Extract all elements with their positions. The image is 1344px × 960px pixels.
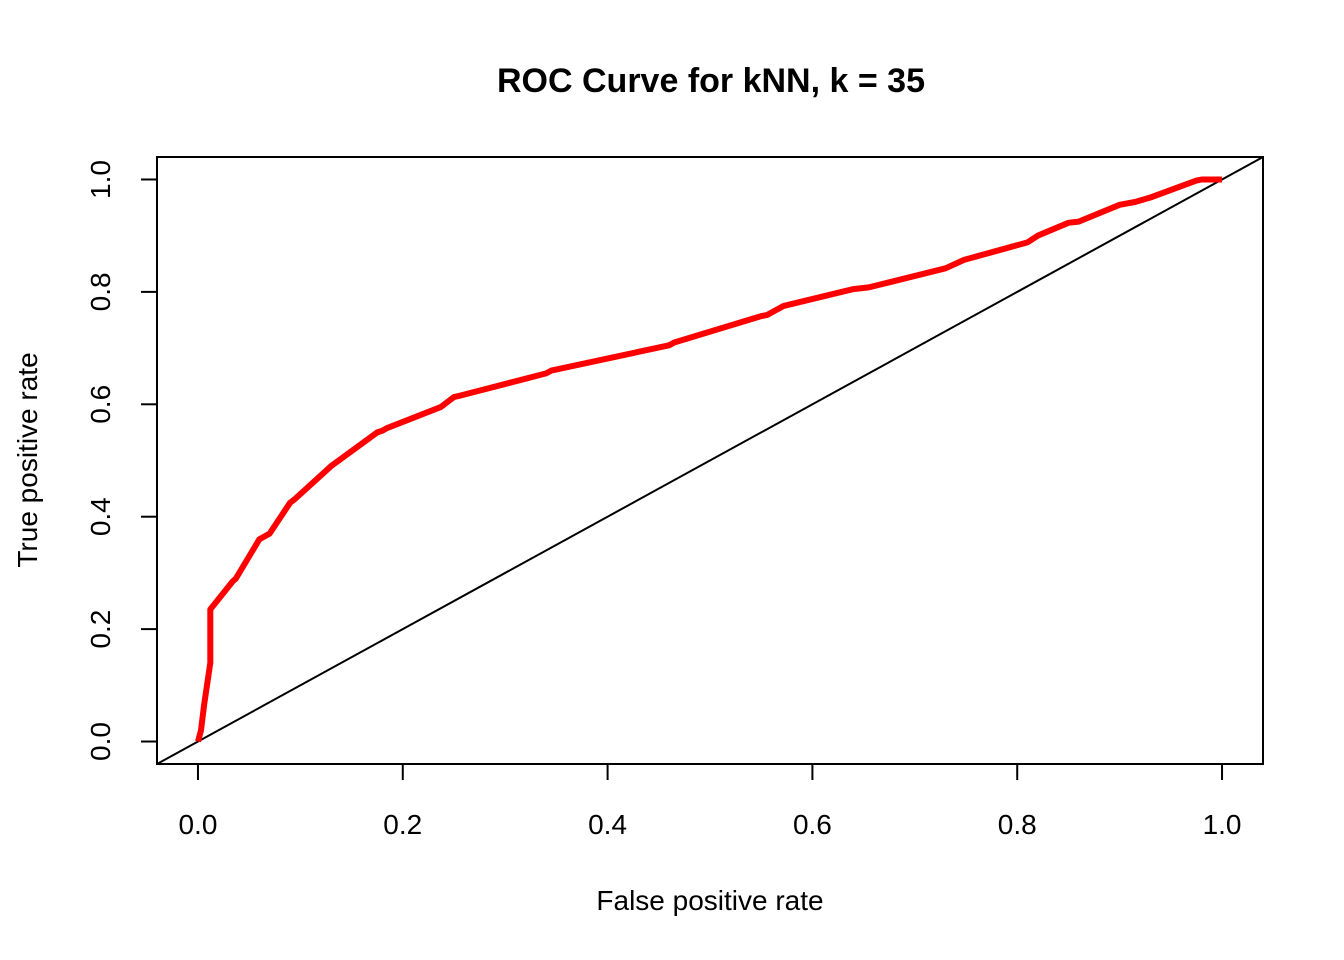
series-layer <box>195 176 1222 743</box>
x-tick-label: 0.2 <box>383 809 422 840</box>
roc-curve-line <box>195 176 1222 743</box>
x-tick-label: 0.8 <box>998 809 1037 840</box>
y-tick-label: 0.0 <box>85 722 116 761</box>
y-tick-label: 1.0 <box>85 160 116 199</box>
x-tick-label: 0.4 <box>588 809 627 840</box>
diagonal-reference-layer <box>156 156 1264 765</box>
diagonal-reference-line <box>156 156 1264 765</box>
x-tick-label: 0.0 <box>178 809 217 840</box>
x-axis-label: False positive rate <box>596 885 823 916</box>
y-tick-label: 0.4 <box>85 497 116 536</box>
y-axis-label: True positive rate <box>12 352 43 567</box>
x-tick-label: 1.0 <box>1203 809 1242 840</box>
x-axis: 0.0 0.2 0.4 0.6 0.8 1.0 <box>178 763 1242 840</box>
y-tick-label: 0.2 <box>85 610 116 649</box>
y-axis: 0.0 0.2 0.4 0.6 0.8 1.0 <box>85 160 158 761</box>
y-tick-label: 0.6 <box>85 385 116 424</box>
x-tick-label: 0.6 <box>793 809 832 840</box>
chart-title: ROC Curve for kNN, k = 35 <box>497 62 925 100</box>
y-tick-label: 0.8 <box>85 272 116 311</box>
